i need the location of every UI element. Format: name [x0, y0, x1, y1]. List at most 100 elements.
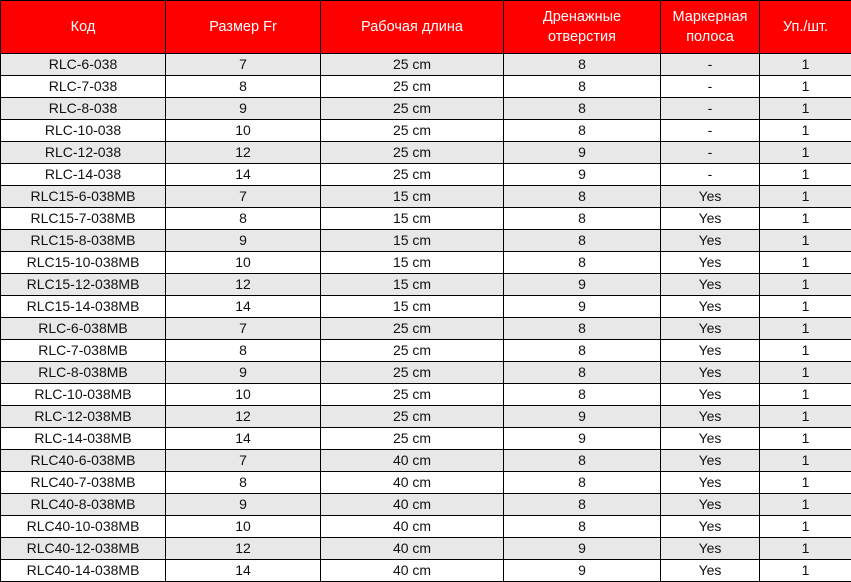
table-row: RLC-14-038 14 25 cm 9-1 — [0, 163, 851, 186]
cell-marker-stripe: - — [660, 163, 760, 186]
cell-length: 40 cm — [320, 515, 504, 538]
table-row: RLC40-8-038MB 9 40 cm 8 Yes 1 — [0, 493, 851, 516]
cell-pack-qty: 1 — [759, 163, 851, 186]
cell-size: 9 — [165, 361, 321, 384]
cell-pack-qty: 1 — [759, 515, 851, 538]
header-length: Рабочая длина — [320, 0, 504, 54]
cell-size: 14 — [165, 295, 321, 318]
cell-code: RLC15-12-038MB — [0, 273, 166, 296]
cell-code: RLC-10-038MB — [0, 383, 166, 406]
cell-length: 25 cm — [320, 163, 504, 186]
table-row: RLC15-6-038MB 7 15 cm 8 Yes 1 — [0, 185, 851, 208]
cell-code: RLC-10-038 — [0, 119, 166, 142]
cell-size: 7 — [165, 317, 321, 340]
cell-length: 15 cm — [320, 251, 504, 274]
cell-marker-stripe: Yes — [660, 537, 760, 560]
table-row: RLC-14-038MB 14 25 cm 9 Yes 1 — [0, 427, 851, 450]
header-size: Размер Fr — [165, 0, 321, 54]
cell-pack-qty: 1 — [759, 119, 851, 142]
cell-drain-holes: 8 — [503, 207, 661, 230]
cell-size: 8 — [165, 75, 321, 98]
cell-size: 9 — [165, 229, 321, 252]
cell-marker-stripe: - — [660, 97, 760, 120]
cell-pack-qty: 1 — [759, 273, 851, 296]
cell-size: 12 — [165, 537, 321, 560]
cell-code: RLC-14-038MB — [0, 427, 166, 450]
cell-size: 7 — [165, 449, 321, 472]
table-row: RLC-12-038MB 12 25 cm 9 Yes 1 — [0, 405, 851, 428]
cell-pack-qty: 1 — [759, 449, 851, 472]
cell-length: 15 cm — [320, 229, 504, 252]
cell-size: 8 — [165, 207, 321, 230]
cell-length: 15 cm — [320, 207, 504, 230]
cell-size: 10 — [165, 119, 321, 142]
cell-marker-stripe: Yes — [660, 515, 760, 538]
cell-length: 25 cm — [320, 339, 504, 362]
cell-pack-qty: 1 — [759, 559, 851, 582]
cell-drain-holes: 8 — [503, 449, 661, 472]
header-code: Код — [0, 0, 166, 54]
table-row: RLC-10-038MB 10 25 cm 8 Yes 1 — [0, 383, 851, 406]
cell-marker-stripe: Yes — [660, 273, 760, 296]
cell-code: RLC-7-038MB — [0, 339, 166, 362]
cell-code: RLC-12-038 — [0, 141, 166, 164]
table-row: RLC15-12-038MB 12 15 cm 9 Yes 1 — [0, 273, 851, 296]
cell-marker-stripe: Yes — [660, 339, 760, 362]
table-row: RLC-7-038 8 25 cm 8-1 — [0, 75, 851, 98]
cell-drain-holes: 8 — [503, 361, 661, 384]
cell-size: 12 — [165, 405, 321, 428]
table-row: RLC15-8-038MB 9 15 cm 8 Yes 1 — [0, 229, 851, 252]
cell-drain-holes: 8 — [503, 119, 661, 142]
cell-code: RLC40-8-038MB — [0, 493, 166, 516]
cell-size: 12 — [165, 273, 321, 296]
cell-marker-stripe: Yes — [660, 207, 760, 230]
cell-code: RLC40-6-038MB — [0, 449, 166, 472]
table-row: RLC40-10-038MB 10 40 cm 8 Yes 1 — [0, 515, 851, 538]
header-pack-qty: Уп./шт. — [759, 0, 851, 54]
cell-drain-holes: 8 — [503, 229, 661, 252]
cell-marker-stripe: - — [660, 141, 760, 164]
cell-code: RLC40-7-038MB — [0, 471, 166, 494]
cell-drain-holes: 9 — [503, 405, 661, 428]
cell-length: 40 cm — [320, 559, 504, 582]
cell-length: 25 cm — [320, 75, 504, 98]
cell-code: RLC-14-038 — [0, 163, 166, 186]
cell-size: 8 — [165, 471, 321, 494]
cell-code: RLC15-14-038MB — [0, 295, 166, 318]
cell-pack-qty: 1 — [759, 427, 851, 450]
cell-pack-qty: 1 — [759, 537, 851, 560]
cell-pack-qty: 1 — [759, 383, 851, 406]
cell-code: RLC-8-038 — [0, 97, 166, 120]
cell-size: 10 — [165, 383, 321, 406]
cell-pack-qty: 1 — [759, 493, 851, 516]
cell-size: 14 — [165, 163, 321, 186]
table-row: RLC-12-038 12 25 cm 9-1 — [0, 141, 851, 164]
cell-pack-qty: 1 — [759, 361, 851, 384]
cell-drain-holes: 8 — [503, 339, 661, 362]
cell-marker-stripe: - — [660, 53, 760, 76]
cell-marker-stripe: - — [660, 119, 760, 142]
cell-length: 40 cm — [320, 471, 504, 494]
cell-length: 15 cm — [320, 185, 504, 208]
cell-code: RLC40-10-038MB — [0, 515, 166, 538]
cell-marker-stripe: Yes — [660, 471, 760, 494]
cell-drain-holes: 9 — [503, 537, 661, 560]
cell-length: 25 cm — [320, 427, 504, 450]
cell-length: 25 cm — [320, 383, 504, 406]
cell-size: 8 — [165, 339, 321, 362]
cell-length: 15 cm — [320, 273, 504, 296]
cell-drain-holes: 8 — [503, 53, 661, 76]
cell-size: 14 — [165, 427, 321, 450]
cell-length: 40 cm — [320, 493, 504, 516]
cell-size: 9 — [165, 97, 321, 120]
table-row: RLC40-12-038MB 12 40 cm 9 Yes 1 — [0, 537, 851, 560]
cell-marker-stripe: Yes — [660, 559, 760, 582]
cell-length: 25 cm — [320, 141, 504, 164]
table-row: RLC15-7-038MB 8 15 cm 8 Yes 1 — [0, 207, 851, 230]
cell-drain-holes: 9 — [503, 141, 661, 164]
header-marker-stripe: Маркерная полоса — [660, 0, 760, 54]
cell-marker-stripe: Yes — [660, 427, 760, 450]
table-row: RLC-6-038MB 7 25 cm 8 Yes 1 — [0, 317, 851, 340]
cell-drain-holes: 9 — [503, 295, 661, 318]
cell-drain-holes: 9 — [503, 163, 661, 186]
